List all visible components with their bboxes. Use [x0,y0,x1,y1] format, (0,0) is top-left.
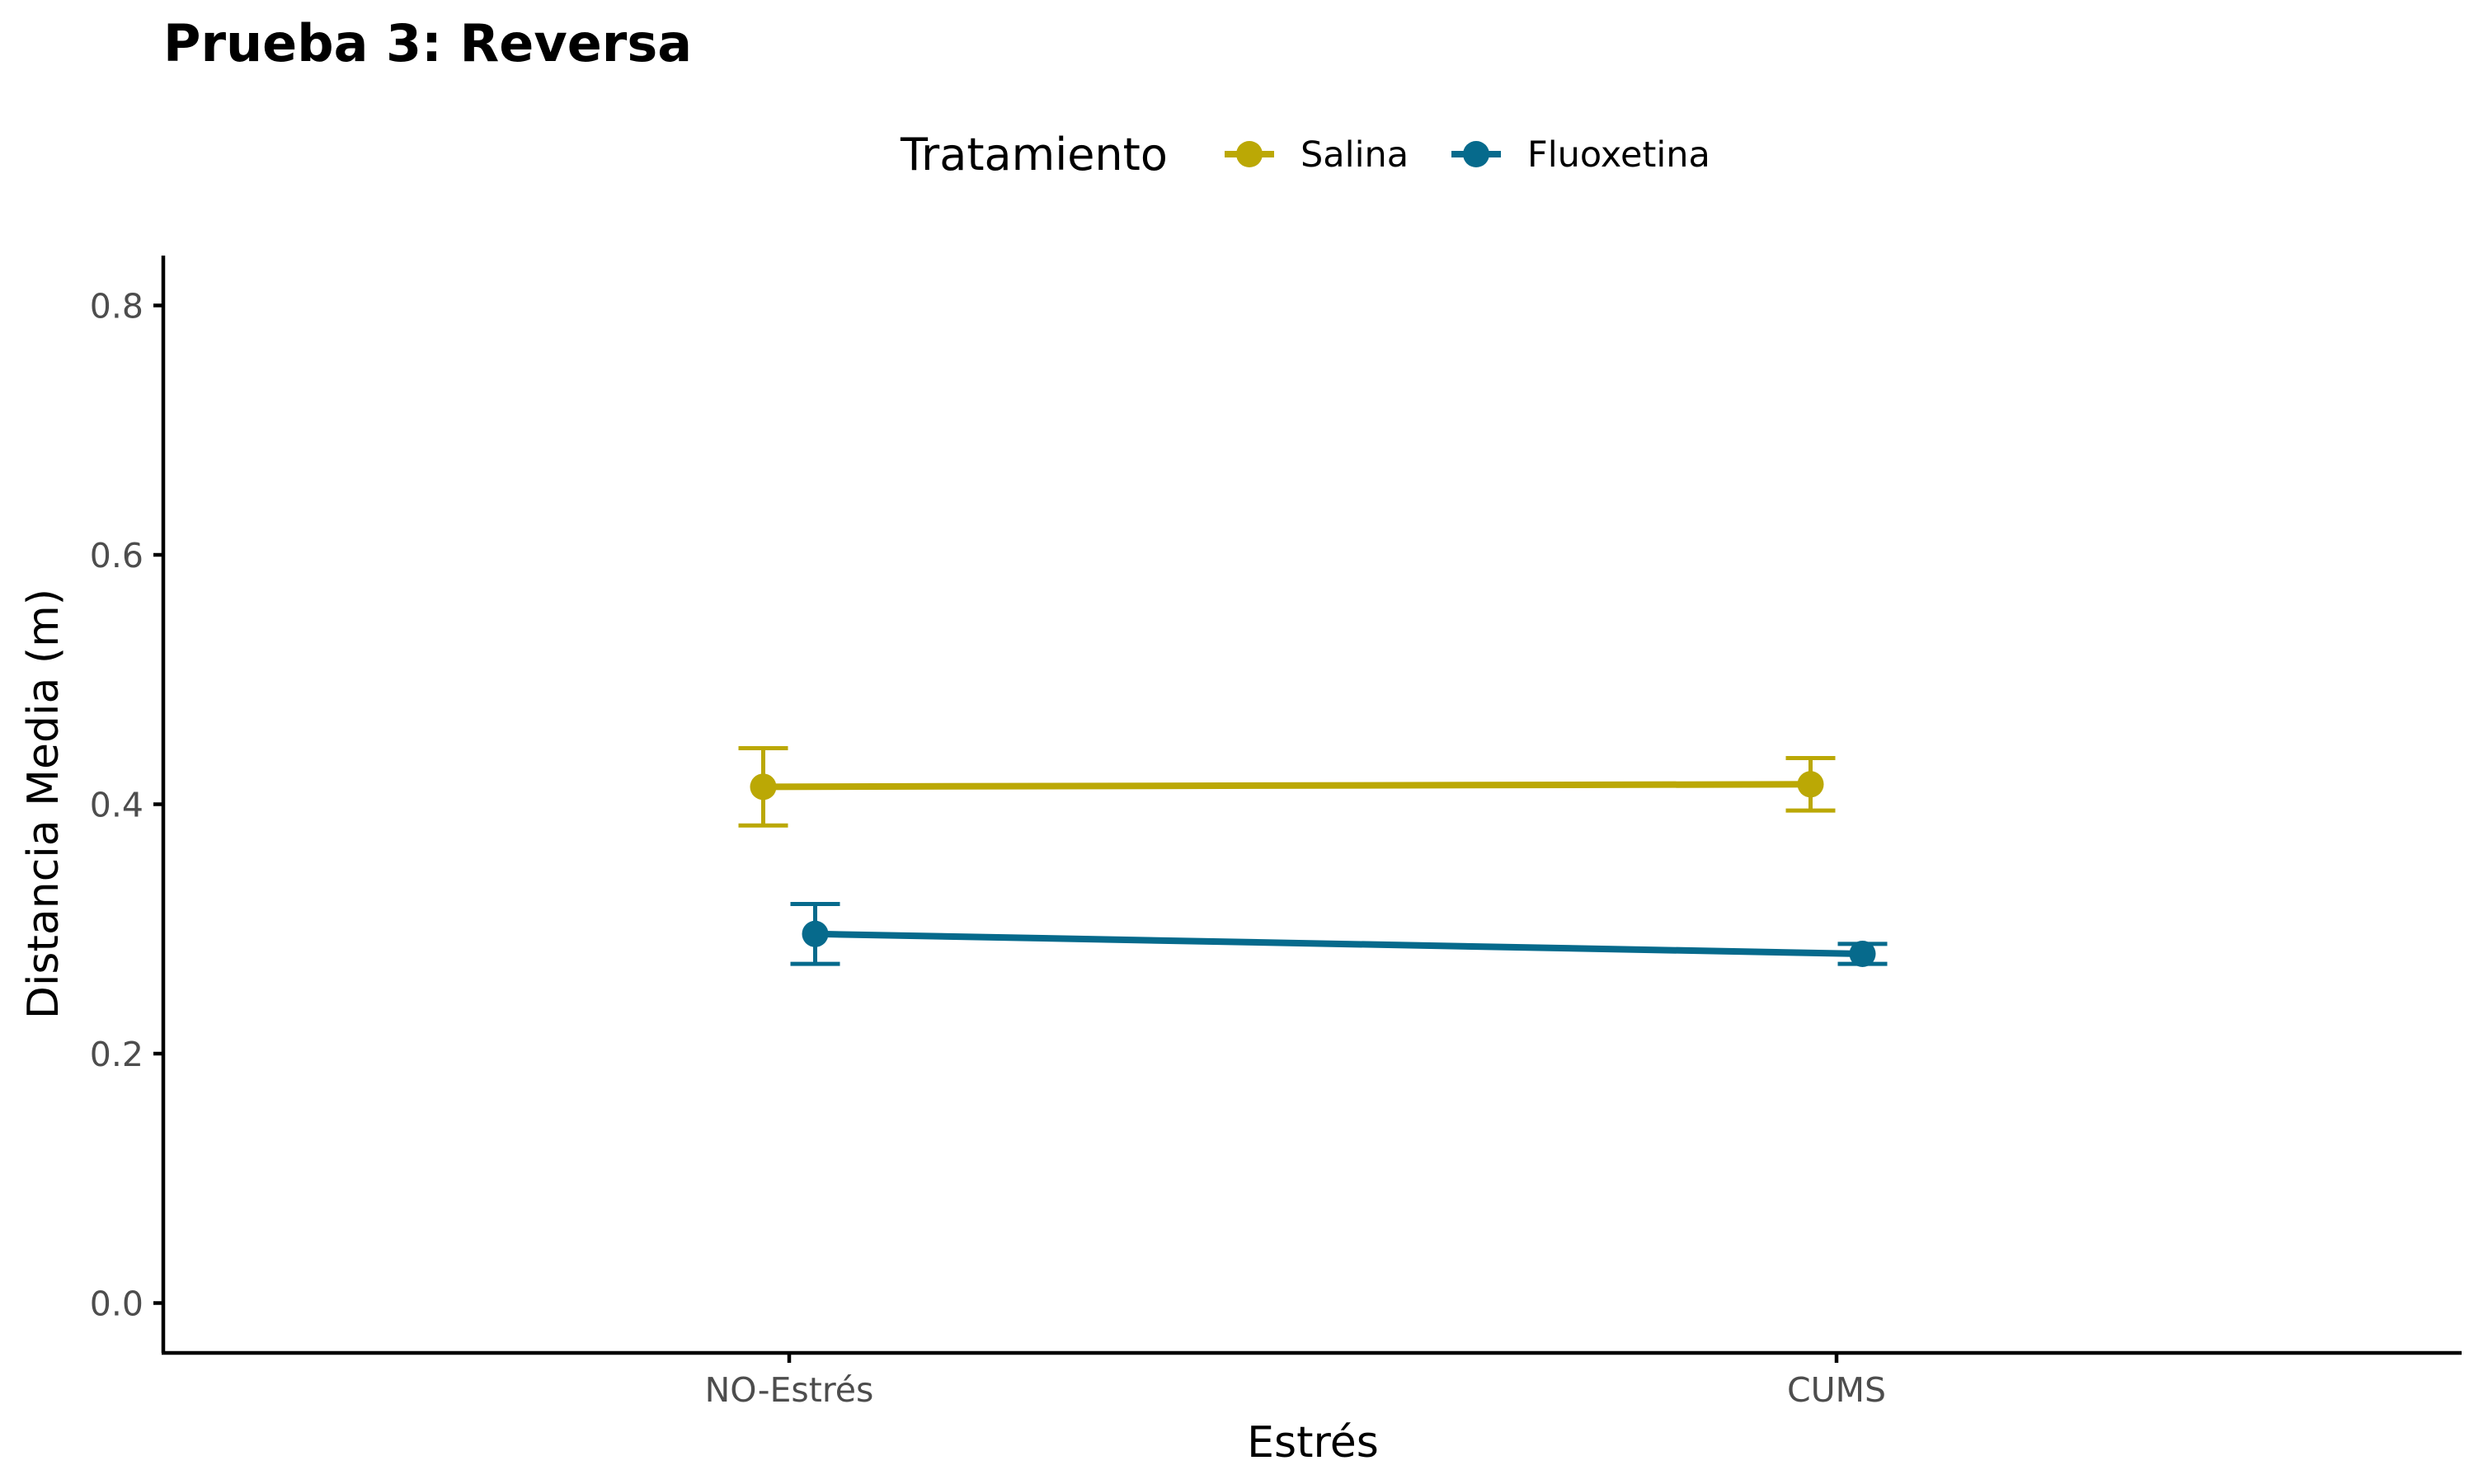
legend-key-point [1236,141,1263,167]
data-point [802,920,829,947]
legend-label: Fluoxetina [1527,134,1710,176]
series-line [815,930,1863,957]
x-axis-title: Estrés [1247,1418,1379,1468]
data-point [1797,771,1824,798]
x-tick-label: NO-Estrés [705,1370,874,1410]
y-tick-label: 0.8 [90,287,143,326]
series-fluoxetina [790,902,1888,967]
y-ticks: 0.0 0.2 0.4 0.6 0.8 [90,287,163,1324]
legend-title: Tratamiento [900,129,1168,181]
data-point [750,773,777,801]
legend: Tratamiento Salina Fluoxetina [900,129,1710,181]
y-tick-label: 0.4 [90,786,143,825]
y-tick-label: 0.2 [90,1035,143,1074]
y-axis-title: Distancia Media (m) [19,589,68,1019]
series-salina [738,745,1836,828]
data-point [1849,941,1876,967]
plot-area [738,745,1888,967]
legend-label: Salina [1300,134,1409,176]
y-tick-label: 0.6 [90,536,143,575]
x-tick-label: CUMS [1787,1370,1886,1410]
x-ticks: NO-Estrés CUMS [705,1353,1886,1410]
axes [161,256,2462,1355]
y-tick-label: 0.0 [90,1284,143,1324]
chart-title: Prueba 3: Reversa [163,13,692,73]
series-line [763,781,1811,791]
legend-item-fluoxetina: Fluoxetina [1451,134,1710,176]
legend-item-salina: Salina [1225,134,1409,176]
legend-key-point [1463,141,1489,167]
